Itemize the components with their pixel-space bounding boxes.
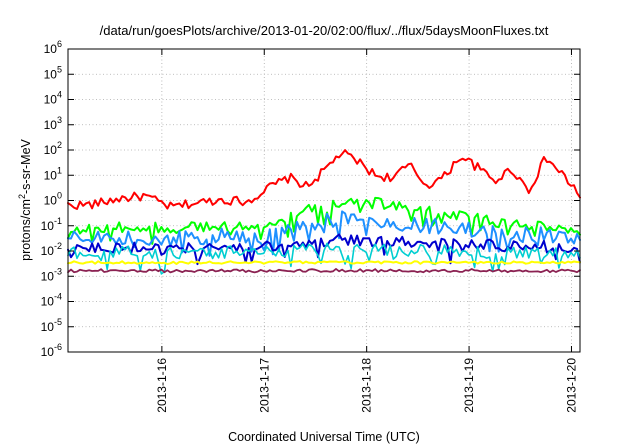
y-axis-label: protons/cm2-s-sr-MeV [17, 138, 33, 260]
y-tick-label: 10-5 [41, 317, 62, 334]
series-layer [67, 149, 581, 275]
x-tick-label: 2013-1-18 [360, 358, 374, 413]
y-tick-label: 10-4 [41, 292, 62, 309]
y-tick-label: 105 [44, 64, 62, 81]
y-tick-label: 106 [44, 39, 62, 56]
series-line-1 [67, 149, 581, 210]
y-tick-label: 103 [44, 115, 62, 132]
y-tick-label: 102 [44, 140, 62, 157]
y-tick-label: 10-3 [41, 266, 62, 283]
chart-title: /data/run/goesPlots/archive/2013-01-20/0… [100, 23, 549, 38]
y-tick-label: 101 [44, 165, 62, 182]
series-line-3 [67, 210, 581, 257]
series-line-2 [67, 196, 581, 245]
y-tick-label: 10-1 [41, 216, 62, 233]
x-tick-label: 2013-1-20 [564, 358, 578, 413]
y-tick-label: 100 [44, 191, 62, 208]
x-axis: 2013-1-16 2013-1-17 2013-1-18 2013-1-19 2013… [155, 49, 578, 413]
series-line-7 [67, 267, 581, 274]
x-tick-label: 2013-1-17 [257, 358, 271, 413]
series-line-5 [67, 242, 581, 275]
y-tick-label: 10-6 [41, 342, 62, 359]
y-tick-label: 10-2 [41, 241, 62, 258]
x-tick-label: 2013-1-19 [462, 358, 476, 413]
grid [68, 49, 580, 352]
y-tick-label: 104 [44, 90, 62, 107]
series-line-4 [67, 233, 581, 266]
series-line-6 [67, 260, 581, 265]
x-axis-label: Coordinated Universal Time (UTC) [228, 430, 420, 444]
x-tick-label: 2013-1-16 [155, 358, 169, 413]
y-axis: 10-6 10-5 10-4 10-3 10-2 10-1 100 101 102 103 104 1… [41, 39, 580, 359]
